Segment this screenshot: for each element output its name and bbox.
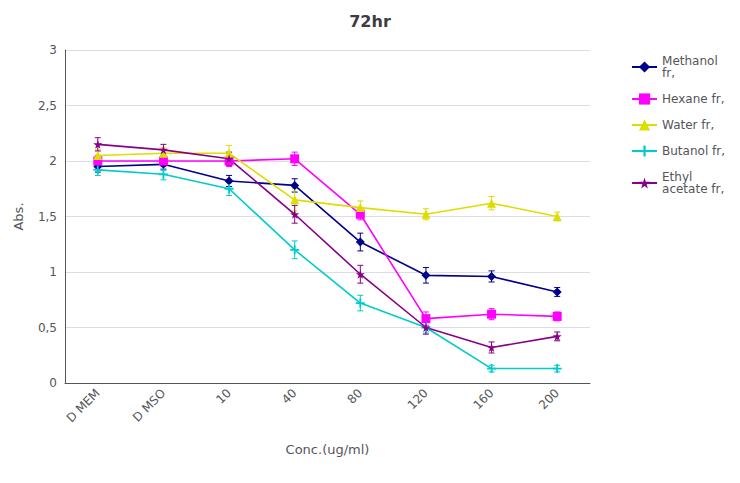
svg-text:acetate fr,: acetate fr, bbox=[662, 182, 724, 196]
svg-text:1,5: 1,5 bbox=[38, 210, 57, 224]
svg-text:D MEM: D MEM bbox=[64, 386, 103, 425]
svg-text:72hr: 72hr bbox=[349, 12, 391, 31]
svg-text:Ethyl: Ethyl bbox=[662, 170, 693, 184]
svg-text:3: 3 bbox=[49, 43, 57, 57]
svg-text:160: 160 bbox=[470, 386, 496, 412]
svg-text:2,5: 2,5 bbox=[38, 99, 57, 113]
svg-text:Methanol: Methanol bbox=[662, 54, 718, 68]
svg-text:200: 200 bbox=[536, 386, 562, 412]
svg-text:Conc.(ug/ml): Conc.(ug/ml) bbox=[286, 442, 370, 457]
svg-text:2: 2 bbox=[49, 154, 57, 168]
svg-text:0: 0 bbox=[49, 376, 57, 390]
svg-text:Hexane fr,: Hexane fr, bbox=[662, 92, 724, 106]
svg-text:120: 120 bbox=[405, 386, 431, 412]
svg-text:0,5: 0,5 bbox=[38, 321, 57, 335]
svg-text:fr,: fr, bbox=[662, 66, 675, 80]
svg-text:80: 80 bbox=[345, 386, 366, 407]
svg-text:Abs.: Abs. bbox=[11, 202, 26, 230]
svg-text:D MSO: D MSO bbox=[130, 386, 168, 424]
svg-text:Butanol fr,: Butanol fr, bbox=[662, 144, 725, 158]
svg-text:1: 1 bbox=[49, 265, 57, 279]
svg-text:10: 10 bbox=[213, 386, 234, 407]
svg-text:Water fr,: Water fr, bbox=[662, 118, 714, 132]
svg-text:40: 40 bbox=[279, 386, 300, 407]
